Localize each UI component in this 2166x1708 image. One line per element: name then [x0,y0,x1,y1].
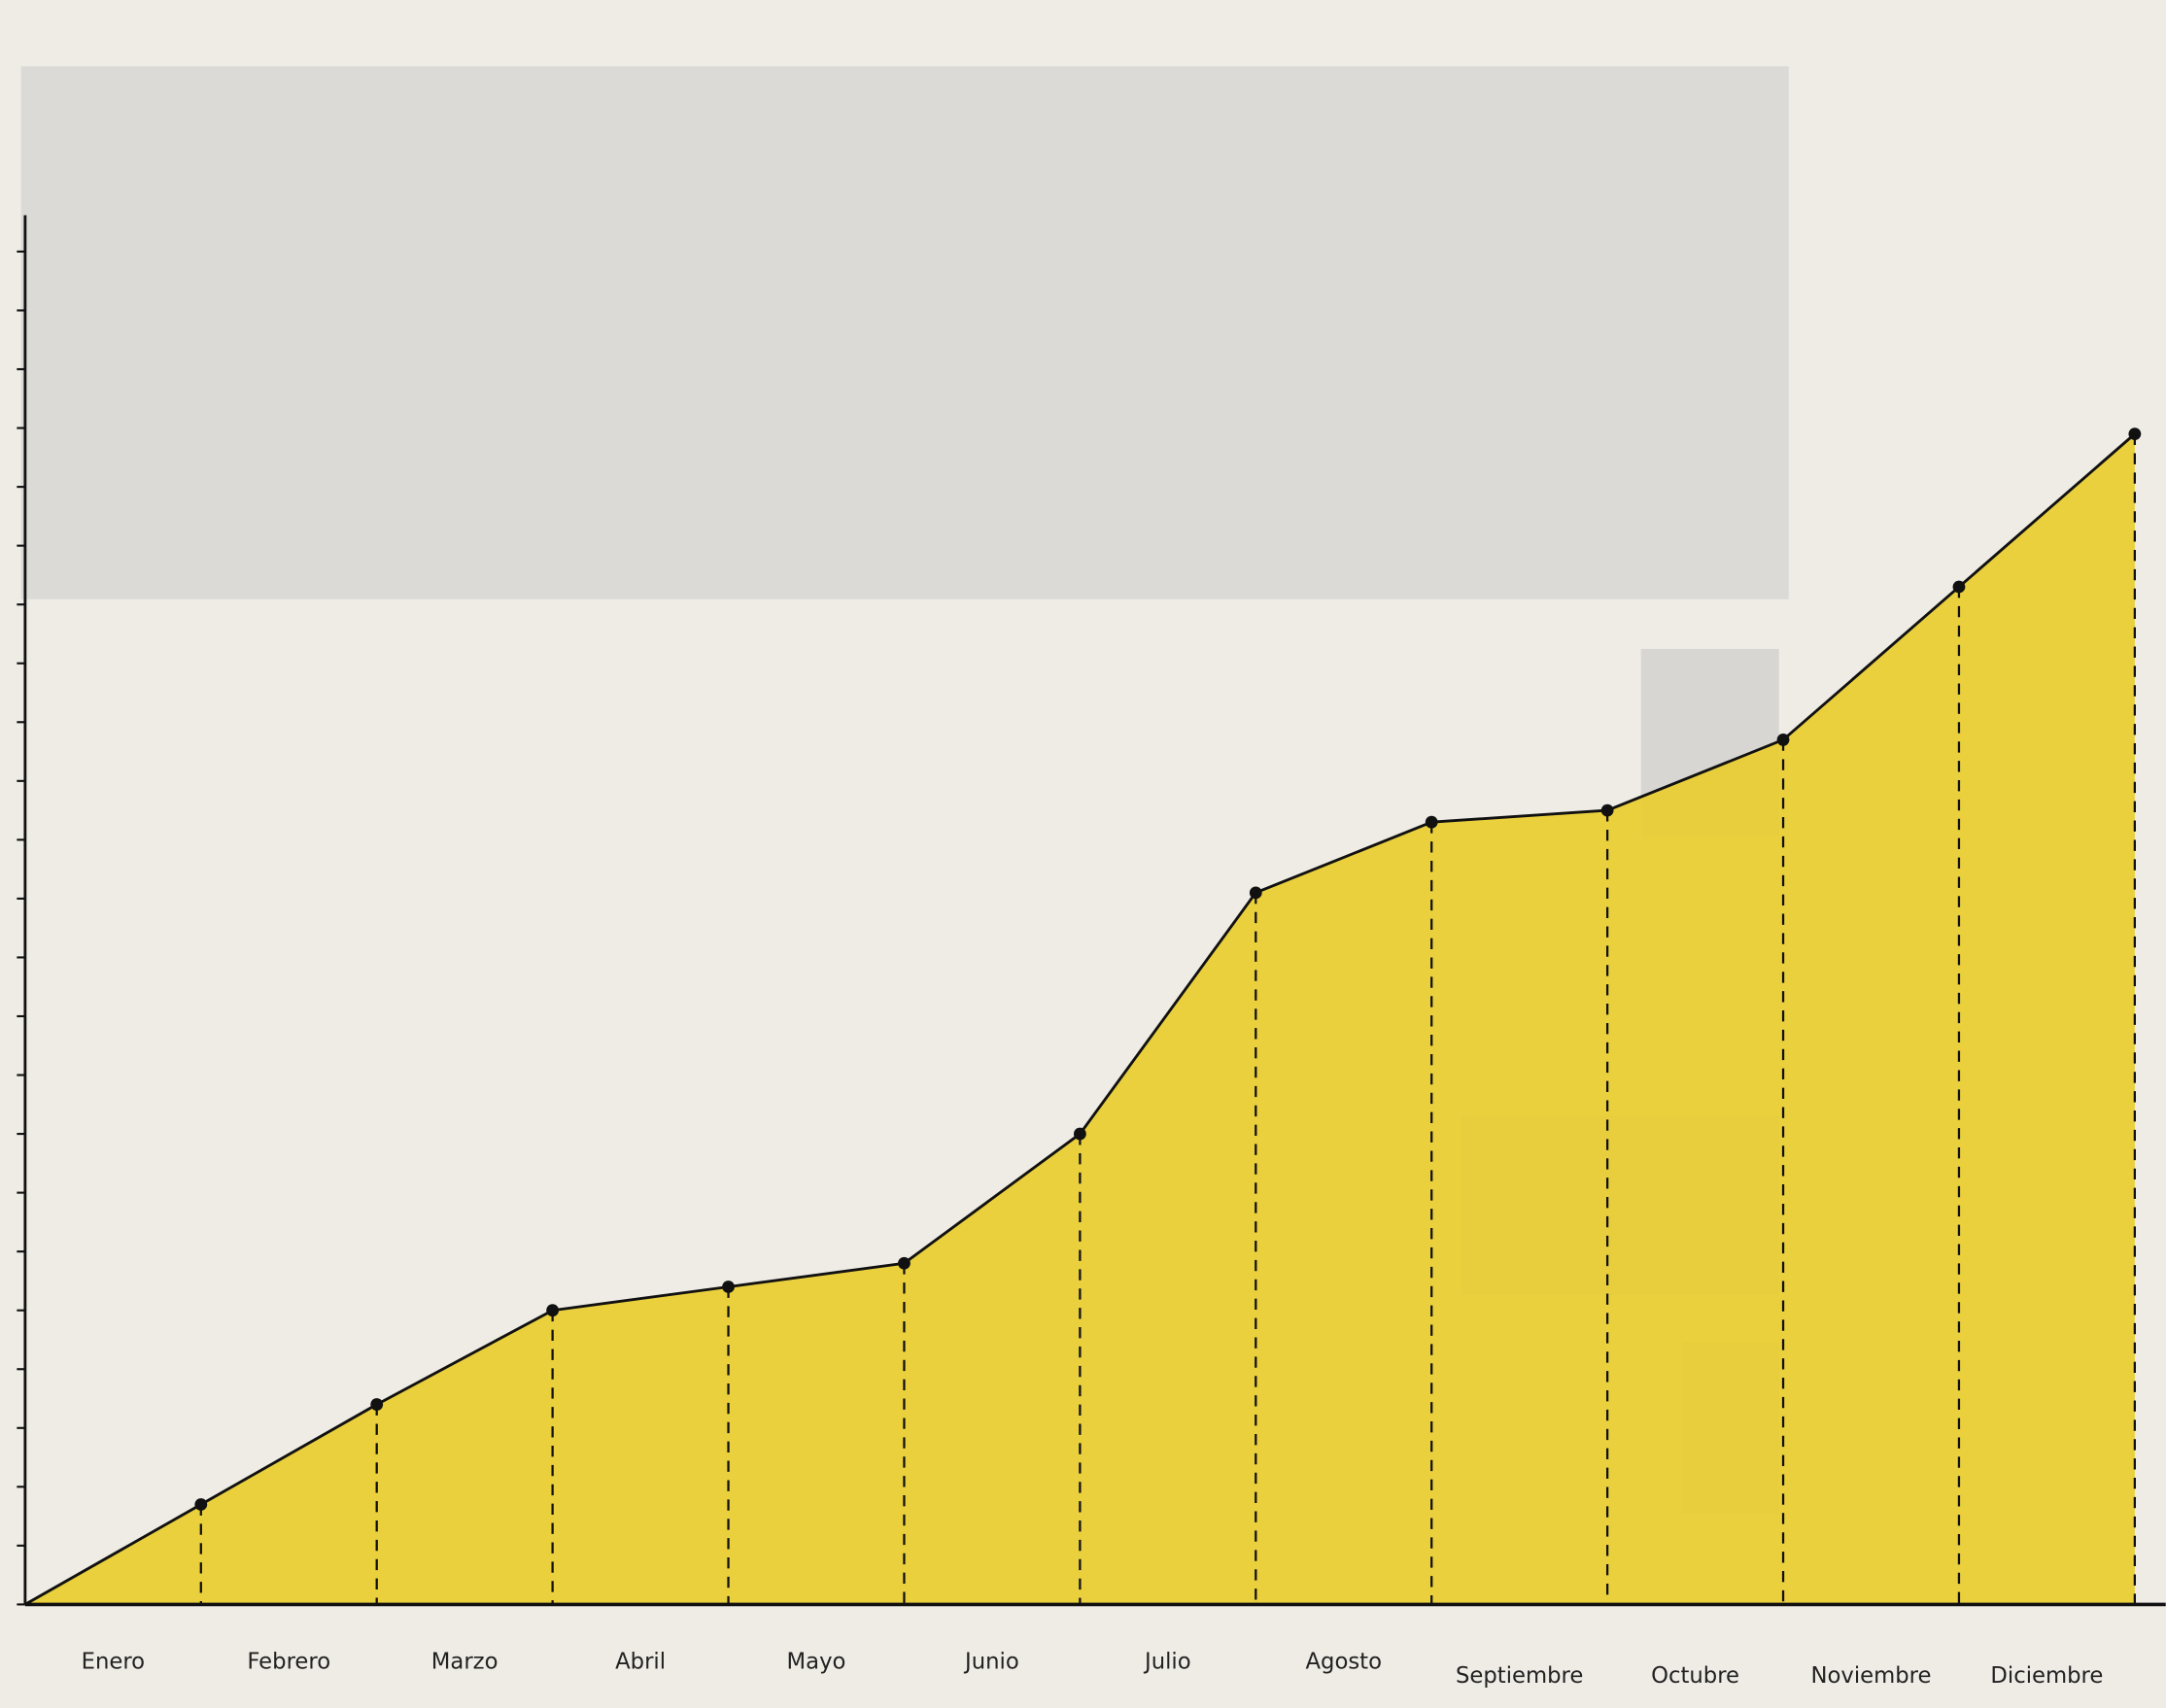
line [200,432,2136,1506]
x-tick-label: Septiembre [1456,1663,1583,1689]
point [1600,803,1614,817]
point [1249,886,1262,900]
x-tick-label: Marzo [431,1650,499,1675]
x-tick-label: Enero [82,1650,145,1675]
point [898,1256,911,1270]
plot: Enero Febrero Marzo Abril Mayo Junio Julio Agos… [17,215,2166,1689]
x-tick-label: Diciembre [1990,1663,2103,1689]
x-tick-label: Abril [615,1650,666,1675]
x-tick-label: Julio [1143,1650,1191,1675]
line-start [24,1503,202,1606]
point [1073,1127,1086,1141]
point [546,1304,560,1317]
x-tick-label: Noviembre [1810,1663,1931,1689]
point [1776,734,1790,746]
point [2128,427,2142,441]
point [194,1498,208,1511]
point [722,1281,735,1293]
x-tick-label: Junio [963,1650,1019,1675]
point [1952,580,1966,594]
x-tick-label: Mayo [787,1650,846,1675]
bleed-through-block [20,66,1789,599]
point [370,1398,384,1411]
x-tick-label: Octubre [1651,1663,1739,1689]
point [1425,815,1438,829]
x-tick-label: Febrero [247,1650,330,1675]
x-tick-label: Agosto [1305,1650,1382,1675]
